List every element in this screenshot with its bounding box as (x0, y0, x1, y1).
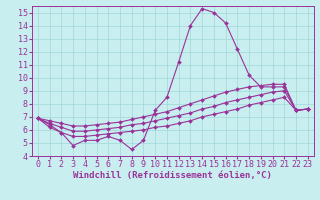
X-axis label: Windchill (Refroidissement éolien,°C): Windchill (Refroidissement éolien,°C) (73, 171, 272, 180)
